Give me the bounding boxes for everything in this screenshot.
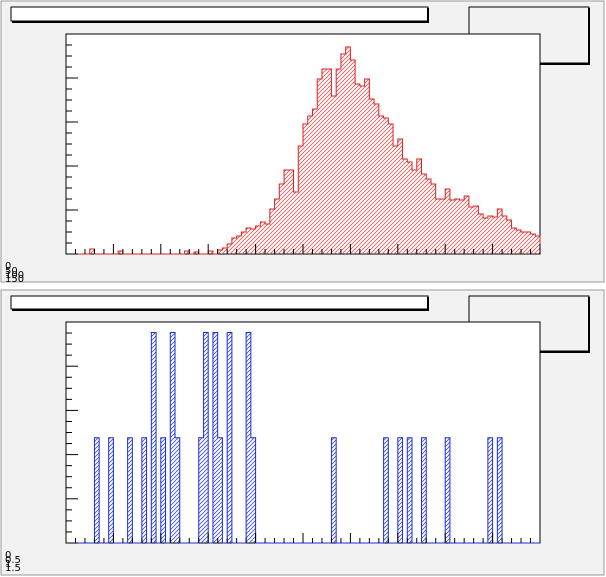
histogram-bottom-outline: [66, 332, 540, 544]
panel-top-corner-labels: 0 50 100 150: [5, 261, 24, 285]
corner-label-2: 100: [5, 270, 24, 281]
panel-top-axis-ticks: [65, 33, 541, 255]
panel-bottom-axis-ticks: [65, 321, 541, 544]
corner-label-3: 1.5: [5, 563, 21, 574]
panel-bottom-title-box: [10, 295, 429, 310]
corner-label-2: 1: [5, 559, 11, 570]
corner-label-0: 0: [5, 550, 11, 561]
corner-label-0: 0: [5, 261, 11, 272]
corner-label-3: 150: [5, 274, 24, 285]
corner-label-1: 50: [5, 266, 18, 277]
corner-label-1: 0.5: [5, 555, 21, 566]
panel-top-title-box: [10, 6, 429, 22]
histogram-top-fill: [66, 47, 540, 254]
panel-bottom-corner-labels: 0 0.5 1 1.5: [5, 550, 21, 574]
panel-bottom-plot-frame: [65, 321, 541, 544]
histogram-top-outline: [66, 46, 541, 255]
panel-top: 0 50 100 150: [0, 0, 605, 285]
panel-bottom: 0 0.5 1 1.5: [0, 289, 605, 576]
